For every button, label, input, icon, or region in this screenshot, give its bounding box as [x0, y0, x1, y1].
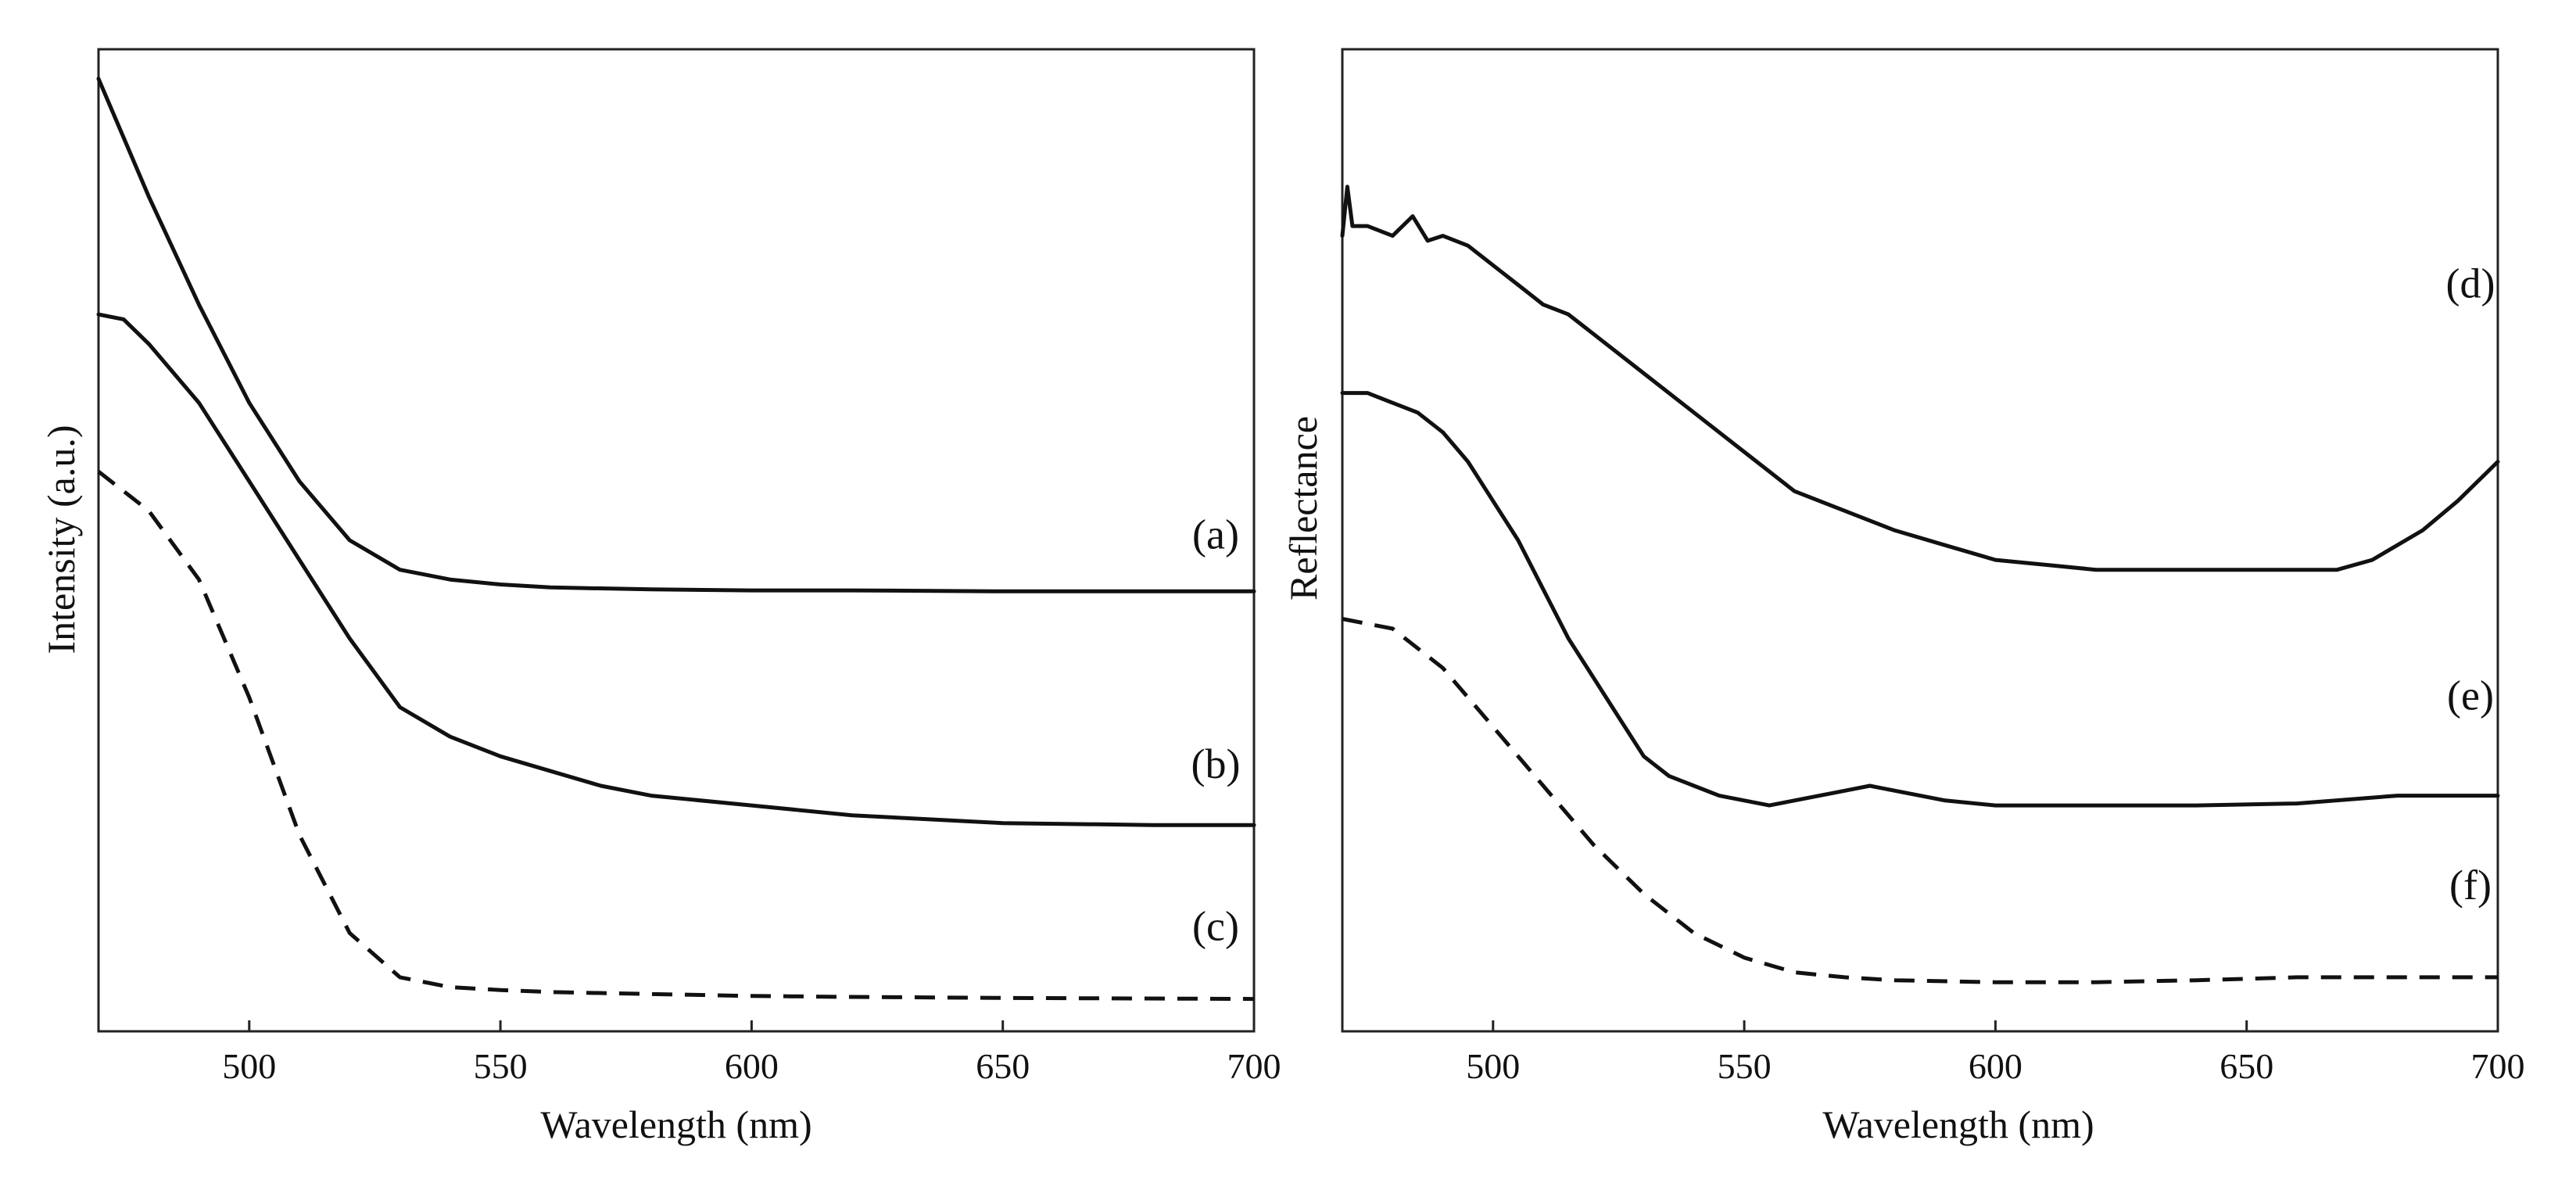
- left-panel: 500 550 600 650 700 (a) (b) (c) Wavelength (nm…: [39, 48, 1281, 1146]
- series-label: (a): [1192, 511, 1239, 557]
- series-line: [1340, 185, 2500, 572]
- right-y-axis-title: Reflectance: [1281, 416, 1325, 600]
- x-tick-label: 500: [1466, 1046, 1520, 1086]
- right-x-axis-title: Wavelength (nm): [1822, 1102, 2094, 1146]
- series-label: (c): [1192, 903, 1239, 950]
- x-tick-label: 700: [2471, 1046, 2525, 1086]
- series-line: [97, 470, 1255, 1002]
- series-label: (b): [1191, 740, 1241, 787]
- x-tick-label: 500: [222, 1046, 276, 1086]
- x-tick-label: 650: [2220, 1046, 2273, 1086]
- x-tick-label: 550: [474, 1046, 528, 1086]
- series-label: (d): [2446, 260, 2495, 307]
- series-label: (f): [2449, 862, 2492, 909]
- x-tick-label: 600: [1969, 1046, 2022, 1086]
- x-tick-label: 650: [976, 1046, 1030, 1086]
- left-x-ticks: 500 550 600 650 700: [222, 1020, 1281, 1086]
- x-tick-label: 550: [1718, 1046, 1772, 1086]
- right-curve-labels: (d) (e) (f): [2446, 260, 2495, 909]
- right-panel: 500 550 600 650 700 (d) (e) (f) Wavelength (nm…: [1281, 48, 2525, 1146]
- left-y-axis-title: Intensity (a.u.): [39, 425, 83, 654]
- right-plot-frame: [1341, 48, 2499, 1033]
- series-line: [1342, 617, 2498, 984]
- series-line: [1340, 391, 2500, 808]
- left-plot-frame: [97, 48, 1256, 1033]
- x-tick-label: 700: [1227, 1046, 1281, 1086]
- right-x-ticks: 500 550 600 650 700: [1466, 1020, 2525, 1086]
- x-tick-label: 600: [725, 1046, 779, 1086]
- series-line: [96, 77, 1256, 593]
- right-curves: [1340, 185, 2500, 984]
- series-label: (e): [2447, 672, 2494, 719]
- left-curve-labels: (a) (b) (c): [1191, 511, 1241, 949]
- left-x-axis-title: Wavelength (nm): [540, 1102, 811, 1146]
- series-line: [96, 312, 1256, 827]
- left-curves: [96, 77, 1256, 1002]
